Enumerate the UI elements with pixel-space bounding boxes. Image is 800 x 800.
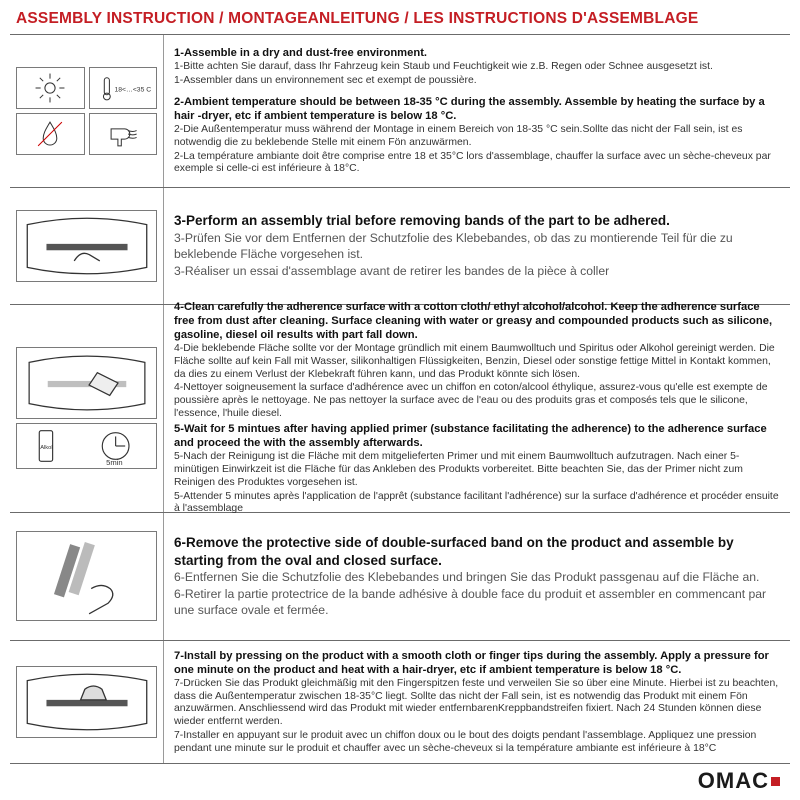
step-text: 6-Remove the protective side of double-s… [164,513,790,641]
step-text: 3-Perform an assembly trial before remov… [164,188,790,304]
pictogram-press [16,666,157,738]
step7-fr: 7-Installer en appuyant sur le produit a… [174,730,782,755]
step4-fr: 4-Nettoyer soigneusement la surface d'ad… [174,382,782,420]
thumb-group [10,513,164,641]
step1-fr: 1-Assembler dans un environnement sec et… [174,75,782,88]
pictogram-no-water [16,113,85,155]
svg-text:18<…<35 C: 18<…<35 C [114,86,151,93]
svg-text:5min: 5min [106,458,123,467]
step6-de: 6-Entfernen Sie die Schutzfolie des Kleb… [174,570,782,586]
pictogram-sun [16,67,85,109]
step6-en: 6-Remove the protective side of double-s… [174,534,782,569]
step-text: 4-Clean carefully the adherence surface … [164,305,790,512]
step-text: 7-Install by pressing on the product wit… [164,641,790,763]
step3-fr: 3-Réaliser un essai d'assemblage avant d… [174,264,782,280]
step-text: 1-Assemble in a dry and dust-free enviro… [164,35,790,187]
brand-logo: OMAC [698,768,780,794]
pictogram-temp: 18<…<35 C [89,67,158,109]
step-row: 3-Perform an assembly trial before remov… [10,188,790,305]
step4-de: 4-Die beklebende Fläche sollte vor der M… [174,343,782,381]
thumb-group: Alkol 5min [10,305,164,512]
step7-en: 7-Install by pressing on the product wit… [174,649,782,677]
pictogram-dryer [89,113,158,155]
brand-text: OMAC [698,768,769,794]
step-row: 7-Install by pressing on the product wit… [10,641,790,764]
step2-en: 2-Ambient temperature should be between … [174,95,782,123]
instruction-sheet: ASSEMBLY INSTRUCTION / MONTAGEANLEITUNG … [0,0,800,800]
step7-de: 7-Drücken Sie das Produkt gleichmäßig mi… [174,678,782,729]
step-row: 18<…<35 C 1-Assemble in a dry and dust-f… [10,35,790,188]
pictogram-trial-fit [16,210,157,282]
steps-container: 18<…<35 C 1-Assemble in a dry and dust-f… [10,35,790,764]
svg-text:Alkol: Alkol [40,445,52,451]
step1-de: 1-Bitte achten Sie darauf, dass Ihr Fahr… [174,61,782,74]
step2-de: 2-Die Außentemperatur muss während der M… [174,124,782,149]
step2-fr: 2-La température ambiante doit être comp… [174,151,782,176]
thumb-group [10,188,164,304]
thumb-group [10,641,164,763]
brand-dot-icon [771,777,780,786]
step3-en: 3-Perform an assembly trial before remov… [174,212,782,230]
pictogram-primer-wait: Alkol 5min [16,423,157,469]
page-title: ASSEMBLY INSTRUCTION / MONTAGEANLEITUNG … [10,8,790,35]
thumb-group: 18<…<35 C [10,35,164,187]
pictogram-peel [16,531,157,621]
step3-de: 3-Prüfen Sie vor dem Entfernen der Schut… [174,231,782,263]
step5-de: 5-Nach der Reinigung ist die Fläche mit … [174,451,782,489]
step5-en: 5-Wait for 5 mintues after having applie… [174,422,782,450]
step1-en: 1-Assemble in a dry and dust-free enviro… [174,46,782,60]
step4-en: 4-Clean carefully the adherence surface … [174,300,782,342]
pictogram-clean [16,347,157,419]
step6-fr: 6-Retirer la partie protectrice de la ba… [174,587,782,619]
footer: OMAC [10,764,790,796]
step-row: 6-Remove the protective side of double-s… [10,513,790,642]
step-row: Alkol 5min 4-Clean carefully the adherenc… [10,305,790,513]
